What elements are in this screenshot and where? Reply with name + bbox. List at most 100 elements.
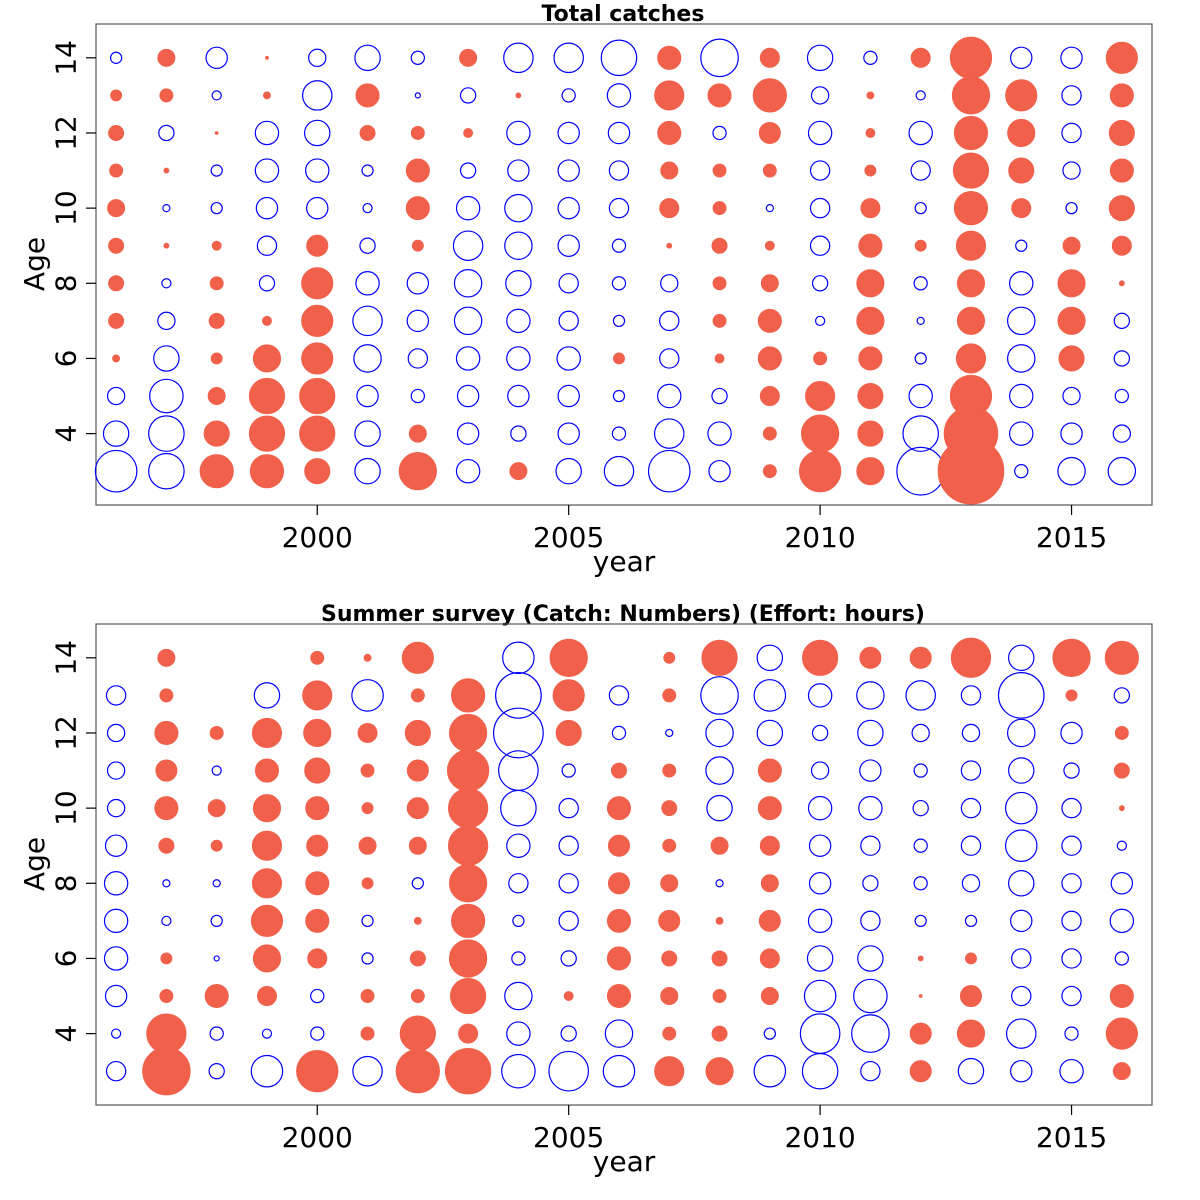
y-tick-label: 10 [50,190,83,226]
bubble-negative [557,422,580,445]
bubble-positive [306,834,329,857]
bubble-positive [856,269,885,298]
bubble-positive [209,276,224,291]
bubble-positive [1105,41,1138,74]
bubble-positive [248,377,286,415]
bubble-negative [706,794,733,822]
bubble-negative [161,915,172,927]
bubble-positive [301,304,334,337]
bubble-negative [715,879,724,888]
bubble-positive [606,796,632,821]
plot-frame [95,23,1153,506]
bubble-positive [917,955,924,962]
bubble-negative [500,789,537,827]
bubble-positive [401,641,434,674]
bubble-negative [493,707,544,759]
bubble-negative [905,680,936,711]
bubble-positive [856,457,885,486]
bubble-positive [711,1025,728,1042]
bubble-negative [1010,46,1033,70]
bubble-negative [103,871,129,896]
bubble-positive [209,726,224,740]
bubble-positive [248,415,286,452]
bubble-negative [611,276,627,291]
bubble-positive [1109,83,1134,108]
bubble-positive [662,688,677,703]
bubble-negative [455,458,481,484]
bubble-negative [1004,829,1038,863]
bubble-negative [1060,721,1083,745]
bubble-negative [1113,687,1131,704]
bubble-negative [161,278,172,289]
bubble-negative [908,120,933,146]
bubble-negative [659,348,680,369]
bubble-negative [1107,456,1137,486]
bubble-negative [106,386,126,406]
bubble-positive [447,787,489,829]
bubble-negative [406,272,430,295]
bubble-negative [455,346,481,371]
bubble-negative [1060,422,1083,445]
bubble-positive [965,952,977,965]
bubble-negative [506,120,531,146]
bubble-negative [811,275,829,292]
bubble-negative [355,271,380,296]
bubble-positive [865,128,876,138]
bubble-negative [607,121,631,145]
bubble-positive [757,796,782,821]
y-tick-label: 12 [50,115,83,151]
bubble-negative [957,1057,985,1085]
bubble-positive [1111,235,1132,256]
bubble-negative [765,203,774,213]
x-axis-label: year [593,1145,656,1178]
bubble-negative [102,420,130,447]
bubble-negative [1062,161,1081,180]
bubble-positive [310,650,325,665]
y-tick-label: 10 [50,790,83,826]
bubble-negative [213,955,220,962]
bubble-positive [857,382,884,410]
bubble-positive [705,1057,734,1086]
bubble-negative [495,672,542,719]
bubble-negative [908,383,933,409]
bubble-negative [1009,421,1034,446]
bubble-negative [208,1062,225,1080]
bubble-negative [1061,85,1082,106]
bubble-negative [857,719,884,747]
bubble-negative [1005,1018,1037,1049]
bubble-negative [558,873,579,894]
bubble-negative [964,914,978,928]
bubble-positive [860,198,881,219]
bubble-negative [1113,350,1131,367]
bubble-negative [856,681,885,710]
bubble-negative [1008,757,1035,784]
bubble-positive [1058,345,1085,372]
bubble-positive [302,680,333,711]
bubble-positive [1108,195,1135,222]
bubble-negative [608,197,630,219]
bubble-negative [506,308,531,334]
bubble-negative [105,685,127,706]
bubble-positive [251,717,283,749]
bubble-negative [1011,985,1032,1007]
bubble-negative [109,51,123,64]
bubble-negative [705,756,734,785]
bubble-positive [914,239,927,252]
bubble-negative [148,415,185,452]
y-tick-label: 4 [50,425,83,443]
bubble-positive [299,415,336,452]
bubble-negative [756,644,784,672]
bubble-positive [663,651,676,664]
bubble-positive [856,306,885,335]
bubble-positive [858,233,883,258]
bubble-negative [1065,201,1078,215]
bubble-positive [909,1022,932,1045]
bubble-negative [916,316,925,326]
bubble-positive [956,306,986,335]
bubble-positive [758,121,781,145]
bubble-negative [209,1026,224,1041]
bubble-positive [1057,269,1086,298]
bubble-negative [611,426,627,441]
bubble-positive [805,380,836,412]
bubble-negative [361,952,374,965]
